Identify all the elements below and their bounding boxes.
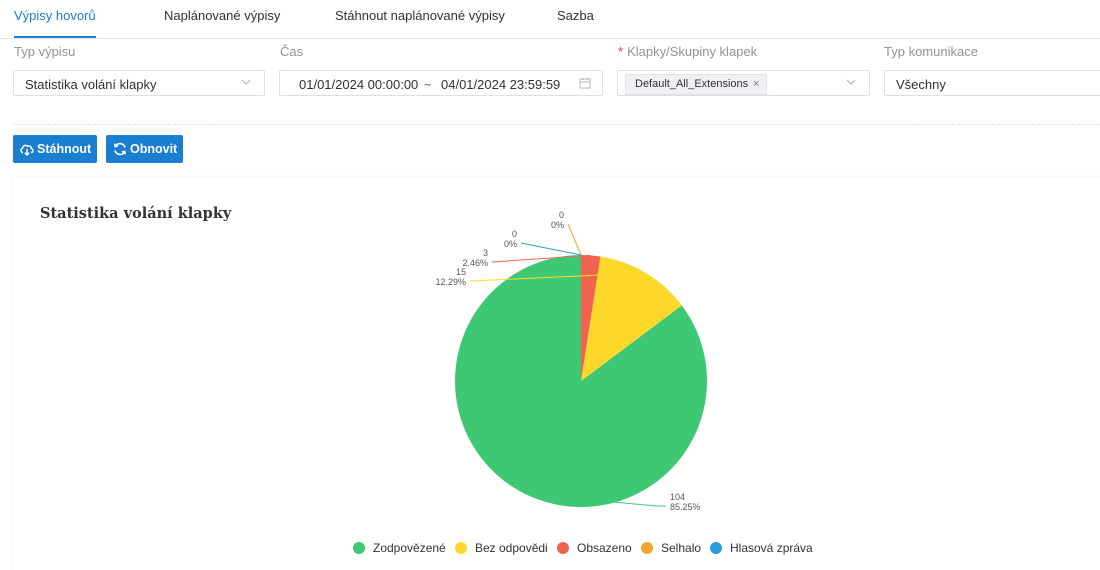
cloud-download-icon — [20, 144, 34, 156]
slice-percent-label-0: 85.25% — [670, 502, 701, 512]
legend-label: Bez odpovědi — [475, 541, 548, 555]
refresh-icon — [113, 142, 127, 156]
chevron-down-icon — [241, 79, 251, 85]
required-mark: * — [618, 44, 624, 59]
extensions-select[interactable]: Default_All_Extensions × — [617, 70, 870, 96]
refresh-button[interactable]: Obnovit — [106, 135, 183, 163]
pie-slice-2[interactable] — [581, 255, 601, 381]
slice-value-label-0: 104 — [670, 492, 685, 502]
leader-line-4 — [520, 242, 582, 256]
communication-type-value: Všechny — [896, 77, 946, 92]
time-label: Čas — [280, 44, 304, 59]
legend-label: Selhalo — [661, 541, 702, 555]
legend-label: Hlasová zpráva — [730, 541, 813, 555]
date-separator: ~ — [424, 77, 432, 92]
date-end[interactable]: 04/01/2024 23:59:59 — [441, 77, 561, 92]
slice-percent-label-1: 12.29% — [435, 277, 466, 287]
tab-bar: Výpisy hovorů Naplánované výpisy Stáhnou… — [0, 0, 1100, 39]
extensions-label-text: Klapky/Skupiny klapek — [627, 44, 758, 59]
report-type-select[interactable]: Statistika volání klapky — [13, 70, 265, 96]
chart-title: Statistika volání klapky — [40, 205, 232, 222]
download-button[interactable]: Stáhnout — [13, 135, 97, 163]
divider — [13, 124, 1100, 125]
legend-dot-icon — [557, 542, 569, 554]
pie-slice-1[interactable] — [581, 256, 682, 381]
legend-dot-icon — [353, 542, 365, 554]
leader-line-1 — [469, 272, 646, 282]
legend-dot-icon — [641, 542, 653, 554]
tab-rate[interactable]: Sazba — [557, 8, 594, 23]
slice-percent-label-4: 0% — [504, 239, 517, 249]
legend-label: Obsazeno — [577, 541, 632, 555]
leader-line-0 — [524, 493, 666, 507]
pie-slice-0[interactable] — [455, 255, 708, 508]
communication-type-label: Typ komunikace — [884, 44, 978, 59]
tab-download-scheduled-reports[interactable]: Stáhnout naplánované výpisy — [335, 8, 505, 23]
report-type-value: Statistika volání klapky — [25, 77, 157, 92]
chevron-down-icon — [846, 79, 856, 85]
report-type-label: Typ výpisu — [14, 44, 76, 59]
slice-value-label-4: 0 — [512, 229, 517, 239]
legend-dot-icon — [710, 542, 722, 554]
date-start[interactable]: 01/01/2024 00:00:00 — [299, 77, 419, 92]
slice-value-label-2: 3 — [483, 248, 488, 258]
leader-line-3 — [567, 223, 582, 256]
close-icon[interactable]: × — [753, 78, 760, 90]
extension-tag-label: Default_All_Extensions — [635, 78, 749, 90]
download-label: Stáhnout — [37, 142, 92, 156]
slice-percent-label-2: 2.46% — [462, 258, 488, 268]
slice-value-label-3: 0 — [559, 210, 564, 220]
slice-percent-label-3: 0% — [551, 220, 564, 230]
tab-scheduled-reports[interactable]: Naplánované výpisy — [164, 8, 281, 23]
refresh-label: Obnovit — [130, 142, 178, 156]
date-range-picker[interactable]: 01/01/2024 00:00:00 ~ 04/01/2024 23:59:5… — [279, 70, 603, 96]
communication-type-select[interactable]: Všechny — [884, 70, 1100, 96]
leader-line-2 — [491, 254, 591, 263]
calendar-icon — [579, 78, 591, 89]
legend-dot-icon — [455, 542, 467, 554]
tab-call-reports[interactable]: Výpisy hovorů — [14, 0, 96, 38]
extensions-label: * Klapky/Skupiny klapek — [618, 44, 757, 59]
extension-tag: Default_All_Extensions × — [625, 74, 767, 95]
legend-label: Zodpovězené — [373, 541, 446, 555]
slice-value-label-1: 15 — [456, 267, 466, 277]
